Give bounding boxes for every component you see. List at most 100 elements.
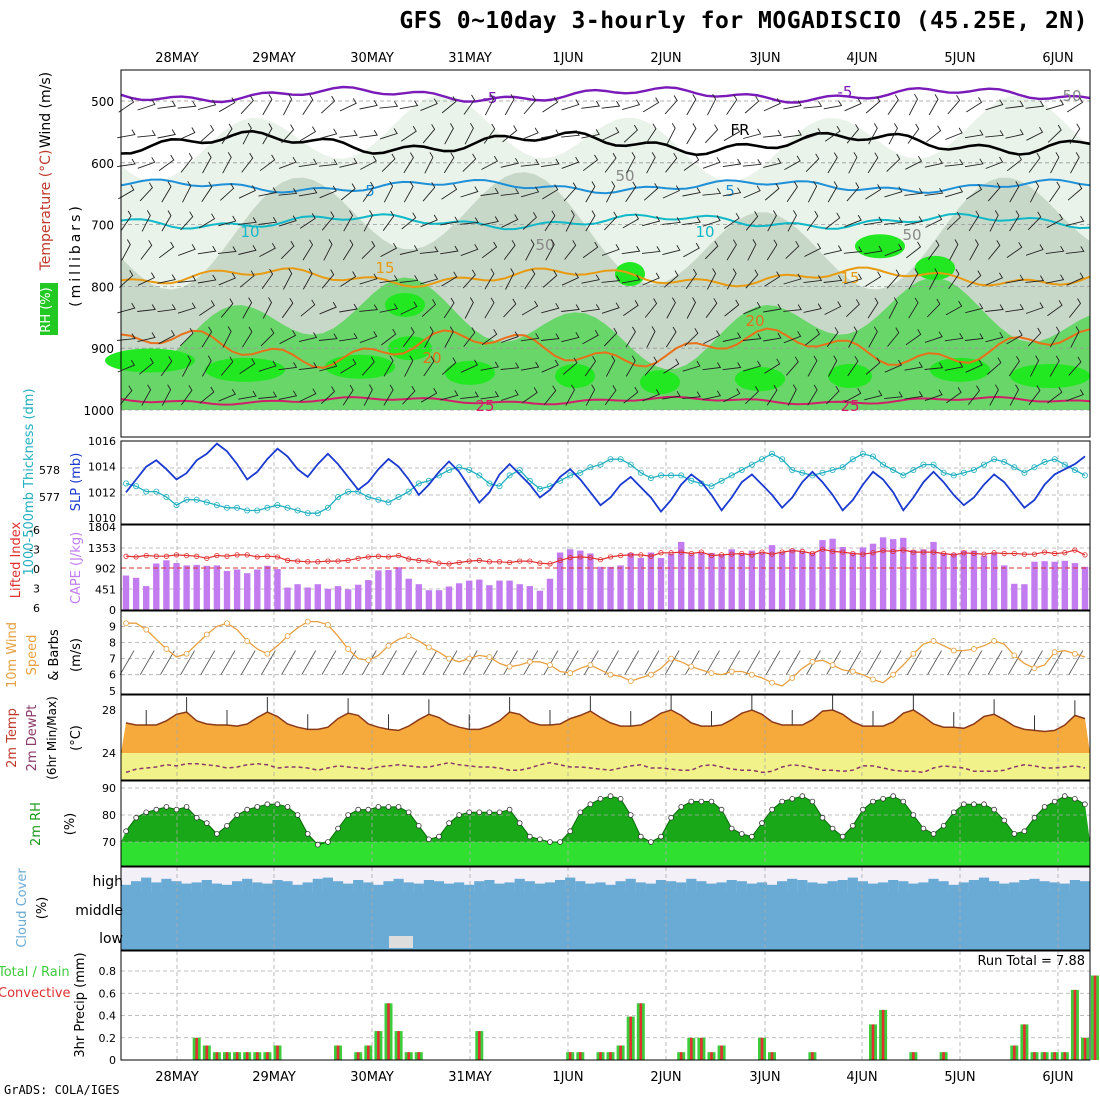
rh2m-point (345, 812, 351, 818)
surface-wind-barb (644, 650, 660, 675)
thickness-point (789, 466, 796, 473)
wind-barb (157, 304, 177, 313)
wind-barb (462, 269, 476, 289)
upper-panel-frame (120, 69, 1091, 438)
cloud-high-bar (878, 882, 889, 892)
temperature-contour (120, 327, 1091, 369)
cloud-axis-label: Cloud Cover (15, 868, 30, 948)
wind-barb (601, 275, 621, 283)
wind-barb (379, 128, 398, 140)
cape-bar (799, 551, 806, 610)
wind-barb (1005, 129, 1024, 139)
wind-barb (298, 362, 318, 371)
wind-barb (824, 125, 841, 142)
wind-barb (763, 129, 782, 138)
wind-barb (299, 388, 317, 402)
wind-barb (823, 100, 843, 110)
wind-barb (904, 216, 923, 226)
thickness-point (890, 466, 897, 473)
chart-title: GFS 0~10day 3-hourly for MOGADISCIO (45.… (399, 8, 1088, 34)
wind-barb (340, 183, 356, 201)
wind-barb (420, 214, 438, 228)
rh2m-point (203, 820, 210, 826)
wind-barb (222, 152, 232, 174)
thickness-point (1031, 464, 1038, 471)
wind-barb (542, 96, 559, 113)
wind-barb (117, 302, 136, 314)
cape-tick-label: 451 (95, 583, 116, 596)
wind-barb (1066, 389, 1084, 402)
wind-barb (665, 152, 678, 173)
cloud-high-bar (464, 884, 475, 892)
surface-wind-barb (947, 650, 963, 675)
rh-saturated-patch (385, 292, 425, 317)
lifted-index-point (305, 559, 311, 565)
wind-barb (339, 303, 358, 313)
wind-barb (724, 299, 740, 317)
wind-barb (238, 185, 256, 199)
wind-barb (379, 303, 399, 313)
cape-bar (314, 584, 321, 610)
precip-convective-bar (478, 1031, 481, 1060)
lifted-index-point (355, 555, 361, 561)
wind-barb (121, 239, 131, 261)
thickness-point (970, 466, 977, 473)
cape-bar (849, 552, 856, 610)
wind-barb (258, 391, 278, 399)
cape-bar (526, 586, 533, 610)
wind10-point (769, 679, 775, 686)
slp-line (125, 442, 1086, 514)
lifted-index-point (607, 554, 614, 560)
wind-barb (361, 240, 376, 260)
lifted-index-point (708, 552, 715, 559)
cape-bar (567, 549, 574, 610)
wind10-point (688, 663, 695, 670)
wind-barb (221, 123, 233, 144)
temperature-contour (120, 212, 1091, 231)
cape-bar (960, 550, 967, 610)
wind-barb (1027, 211, 1042, 231)
wind-barb (844, 388, 862, 403)
wind-barb (908, 268, 919, 290)
rh2m-point (183, 804, 190, 810)
cape-panel-frame (120, 524, 1091, 611)
lifted-index-point (234, 552, 240, 558)
precip-convective-bar (1013, 1045, 1016, 1060)
precip-convective-bar (690, 1037, 693, 1061)
date-label-top: 2JUN (650, 51, 681, 66)
wind-barb (1069, 123, 1081, 145)
cloud-high-bar (161, 878, 172, 892)
thickness-point (1071, 466, 1078, 473)
wind-barb (222, 326, 232, 348)
wind-barb (563, 182, 577, 202)
date-label-bottom: 28MAY (155, 1070, 199, 1085)
wind-barb (867, 152, 879, 174)
precip-convective-bar (710, 1052, 713, 1060)
wind-barb (343, 210, 354, 232)
wind-barb (520, 333, 540, 342)
wind-barb (1070, 326, 1080, 348)
wind-barb (460, 186, 479, 198)
wind10-point (183, 650, 190, 657)
wind10-point (627, 678, 634, 685)
wind-barb (967, 385, 981, 405)
wind-barb (947, 95, 961, 115)
cape-bar (930, 541, 937, 610)
cape-bar (425, 590, 433, 610)
wind-barb (904, 361, 923, 371)
cloud-high-bar (908, 883, 919, 892)
cape-bar (506, 580, 513, 610)
wind-barb (342, 239, 354, 261)
surface-wind-barb (624, 650, 640, 675)
thickness-point (244, 507, 251, 514)
wind-barb (401, 212, 417, 230)
rh2m-point (920, 825, 927, 832)
wind-barb (783, 331, 802, 344)
cape-bar (900, 537, 907, 610)
cape-bar (789, 549, 796, 610)
rh-axis-swatch (40, 283, 58, 335)
thickness-point (1041, 458, 1048, 465)
wind-barb (137, 99, 156, 111)
wind-barb (807, 181, 818, 203)
lifted-index-point (527, 558, 533, 564)
